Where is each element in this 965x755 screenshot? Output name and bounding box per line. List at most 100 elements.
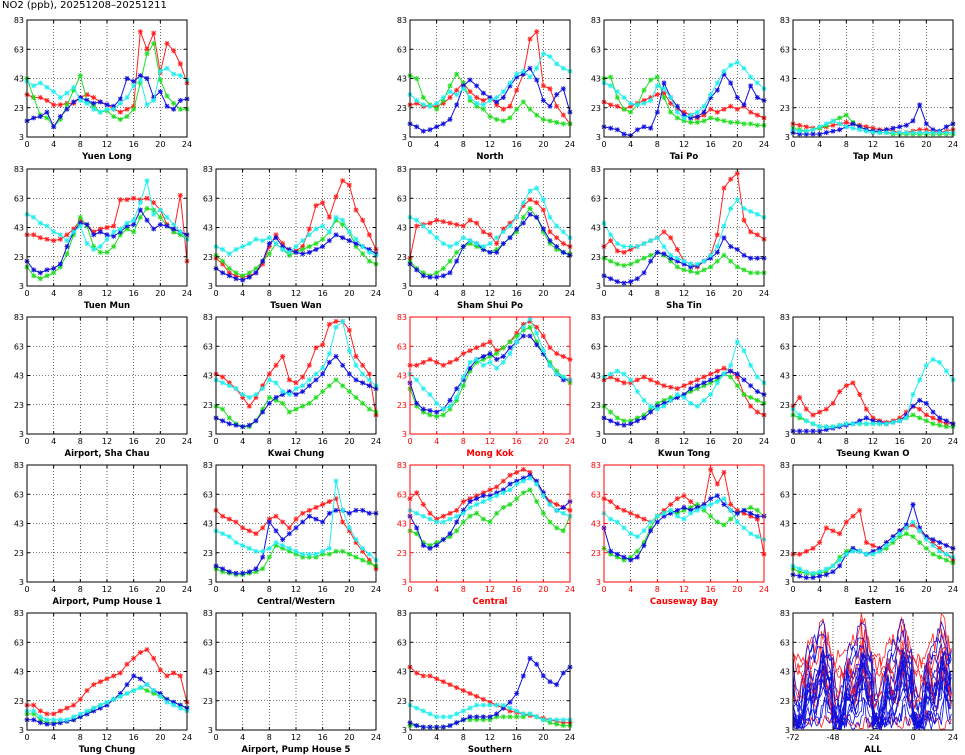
ytick-label: 83 [397,16,407,25]
data-point [540,490,546,496]
data-point [728,62,734,68]
series-cyan [601,496,767,543]
data-point [326,545,332,551]
data-point [111,673,117,679]
data-point [547,362,553,368]
xtick-label: 12 [102,585,112,594]
ytick-label: 63 [14,194,24,203]
data-point [708,92,714,98]
data-point [320,200,326,206]
data-point [487,717,493,723]
data-point [77,97,83,103]
data-point [474,100,480,106]
data-point [434,106,440,112]
data-point [353,241,359,247]
data-point [668,384,674,390]
data-point [943,551,949,557]
data-point [474,510,480,516]
data-point [534,185,540,191]
data-point [547,359,553,365]
data-point [721,106,727,112]
data-point [701,103,707,109]
data-point [634,534,640,540]
data-point [320,389,326,395]
data-point [273,542,279,548]
data-point [930,415,936,421]
data-point [480,353,486,359]
data-point [333,217,339,223]
data-point [171,100,177,106]
data-point [151,200,157,206]
data-point [164,214,170,220]
data-point [520,71,526,77]
data-point [701,383,707,389]
data-point [454,102,460,108]
data-point [71,232,77,238]
data-point [447,531,453,537]
data-point [300,510,306,516]
data-point [923,400,929,406]
data-point [500,705,506,711]
data-point [843,421,849,427]
data-point [608,499,614,505]
data-point [721,71,727,77]
data-point [460,688,466,694]
data-point [320,223,326,229]
data-point [104,699,110,705]
data-point [97,249,103,255]
data-point [661,229,667,235]
data-point [883,130,889,136]
data-point [91,103,97,109]
data-point [420,513,426,519]
data-point [668,394,674,400]
data-point [823,406,829,412]
data-point [674,258,680,264]
data-point [253,270,259,276]
data-point [233,273,239,279]
ytick-label: 63 [591,342,601,351]
data-point [634,389,640,395]
series-line [26,42,187,128]
data-point [137,207,143,213]
data-point [741,252,747,258]
data-point [560,353,566,359]
data-point [360,400,366,406]
data-point [246,274,252,280]
data-point [273,513,279,519]
data-point [917,415,923,421]
data-point [57,236,63,242]
data-point [708,496,714,502]
data-point [226,270,232,276]
data-point [487,487,493,493]
data-point [467,496,473,502]
data-point [554,525,560,531]
data-point [286,389,292,395]
xtick-label: 24 [759,437,769,446]
xtick-label: 4 [51,437,56,446]
data-point [863,421,869,427]
ytick-label: 23 [203,549,213,558]
data-point [547,679,553,685]
xtick-label: 0 [213,585,218,594]
data-point [654,83,660,89]
data-point [708,115,714,121]
data-point [427,103,433,109]
data-point [681,392,687,398]
data-point [164,699,170,705]
data-point [741,267,747,273]
data-point [253,392,259,398]
xtick-label: 0 [601,585,606,594]
data-point [910,412,916,418]
data-point [608,74,614,80]
data-point [621,380,627,386]
data-point [313,241,319,247]
data-point [454,386,460,392]
data-point [668,510,674,516]
data-point [434,409,440,415]
data-point [346,327,352,333]
data-point [527,211,533,217]
data-point [870,421,876,427]
data-point [220,380,226,386]
xtick-label: 4 [817,437,822,446]
